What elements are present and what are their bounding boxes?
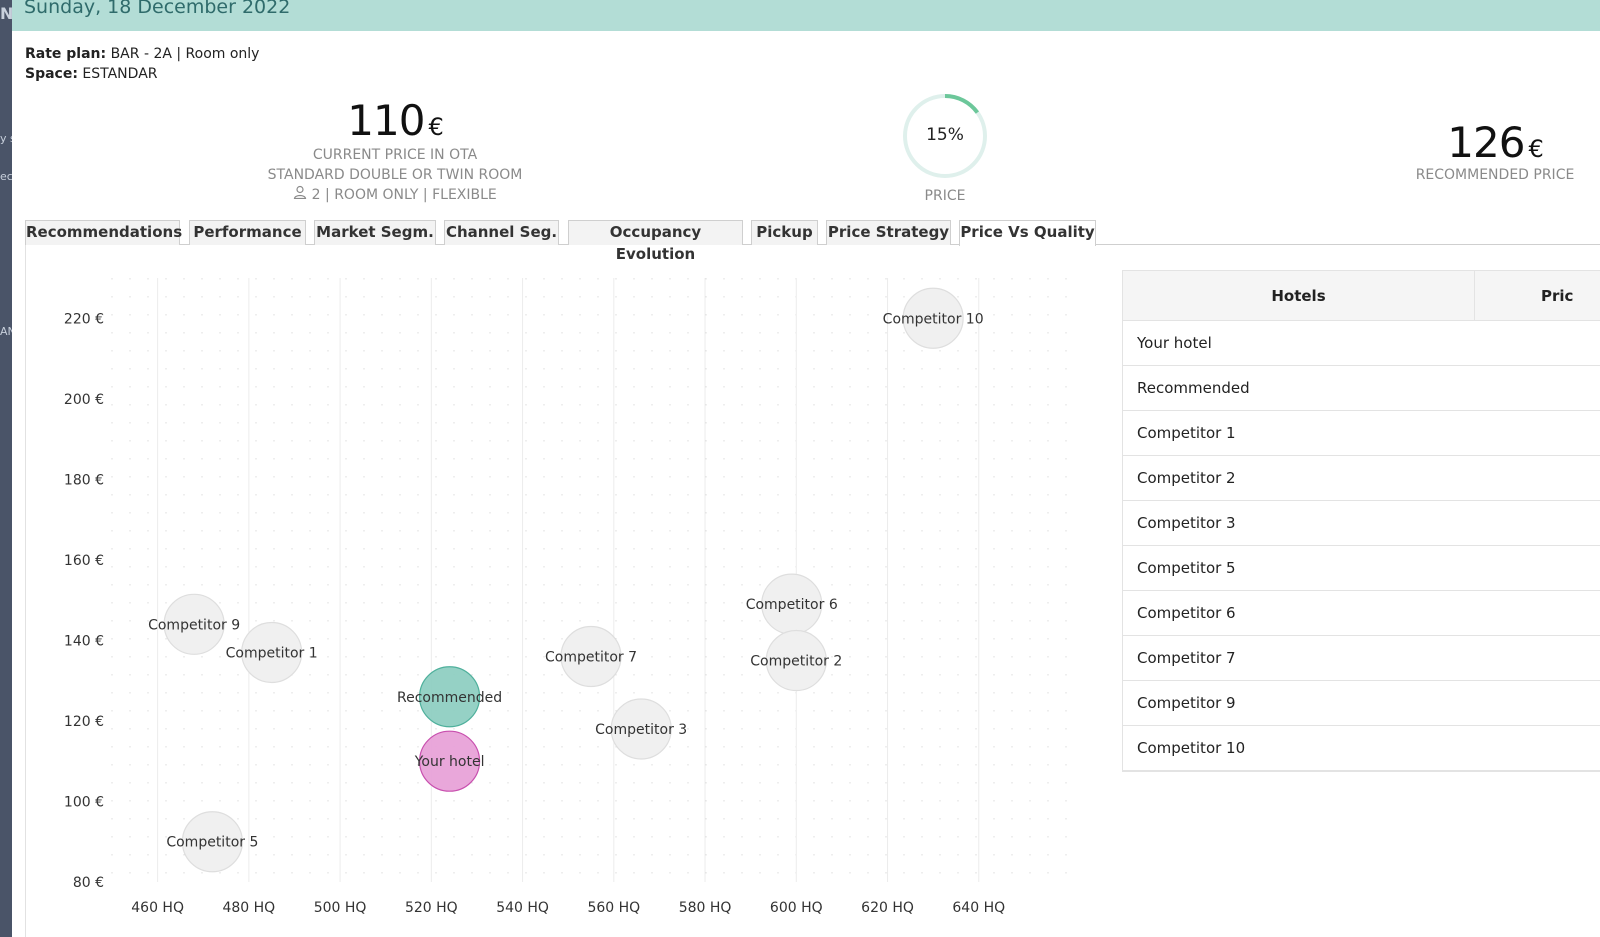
table-row[interactable]: Competitor 10 <box>1123 726 1600 771</box>
y-tick-label: 80 € <box>73 875 104 891</box>
point-label-recommended: Recommended <box>397 690 502 706</box>
x-tick-label: 500 HQ <box>314 900 367 916</box>
point-label-competitor-1: Competitor 1 <box>226 645 318 661</box>
tab-occupancy-evolution[interactable]: Occupancy Evolution <box>568 220 743 263</box>
point-competitor-7 <box>560 625 622 688</box>
tab-bar: Recommendations Performance Market Segm.… <box>25 220 1600 263</box>
x-tick-label: 540 HQ <box>496 900 549 916</box>
point-label-competitor-10: Competitor 10 <box>883 311 984 327</box>
tab-pickup[interactable]: Pickup <box>751 220 818 245</box>
price-column-header[interactable]: Pric <box>1541 287 1574 305</box>
tab-channel-seg[interactable]: Channel Seg. <box>444 220 559 245</box>
space-label: Space: <box>25 66 78 82</box>
x-tick-label: 480 HQ <box>222 900 275 916</box>
tab-price-strategy[interactable]: Price Strategy <box>826 220 951 245</box>
x-tick-label: 520 HQ <box>405 900 458 916</box>
y-tick-label: 180 € <box>64 472 104 488</box>
price-gauge-kpi: 15% PRICE <box>880 92 1010 204</box>
point-competitor-2 <box>765 629 827 692</box>
price-vs-quality-chart: 80 € 100 € 120 € 140 € 160 € 180 € 200 € 220 € 4… <box>64 278 1067 916</box>
table-row[interactable]: Competitor 5 <box>1123 546 1600 591</box>
sidebar-fragment: AN <box>0 325 12 338</box>
tab-performance[interactable]: Performance <box>189 220 306 245</box>
y-tick-label: 140 € <box>64 633 104 649</box>
x-tick-label: 460 HQ <box>131 900 184 916</box>
gauge-progress-arc <box>903 94 987 178</box>
point-label-competitor-6: Competitor 6 <box>746 597 838 613</box>
person-icon <box>293 185 307 203</box>
y-tick-label: 100 € <box>64 794 104 810</box>
x-tick-label: 620 HQ <box>861 900 914 916</box>
point-label-competitor-2: Competitor 2 <box>750 654 842 670</box>
space-line: Space: ESTANDAR <box>25 64 259 84</box>
table-row[interactable]: Competitor 2 <box>1123 456 1600 501</box>
rate-plan-line: Rate plan: BAR - 2A | Room only <box>25 44 259 64</box>
date-title: Sunday, 18 December 2022 <box>24 0 291 18</box>
point-competitor-9 <box>163 593 225 655</box>
table-row[interactable]: Your hotel <box>1123 321 1600 366</box>
table-row[interactable]: Competitor 7 <box>1123 636 1600 681</box>
point-label-competitor-7: Competitor 7 <box>545 650 637 666</box>
rate-plan-label: Rate plan: <box>25 46 107 62</box>
point-competitor-3 <box>610 698 672 760</box>
point-competitor-5 <box>181 811 243 873</box>
recommended-price-label: RECOMMENDED PRICE <box>1415 167 1575 183</box>
current-price-number: 110 <box>347 96 425 145</box>
point-label-competitor-9: Competitor 9 <box>148 617 240 633</box>
table-row[interactable]: Competitor 3 <box>1123 501 1600 546</box>
point-your-hotel <box>418 730 481 792</box>
tab-recommendations[interactable]: Recommendations <box>25 220 182 245</box>
tab-market-segm[interactable]: Market Segm. <box>314 220 436 245</box>
current-price-kpi: 110 € CURRENT PRICE IN OTA STANDARD DOUBL… <box>230 96 560 205</box>
table-row[interactable]: Competitor 6 <box>1123 591 1600 636</box>
hotels-table: Hotels Pric Your hotel Recommended Compe… <box>1122 270 1600 772</box>
currency-symbol: € <box>1528 135 1543 163</box>
left-sidebar-edge: N y s ec AN <box>0 0 12 937</box>
recommended-price-number: 126 <box>1447 118 1525 167</box>
y-tick-label: 160 € <box>64 553 104 569</box>
rate-info: Rate plan: BAR - 2A | Room only Space: E… <box>25 44 259 84</box>
point-recommended <box>418 666 481 728</box>
point-label-competitor-3: Competitor 3 <box>595 722 687 738</box>
table-row[interactable]: Recommended <box>1123 366 1600 411</box>
space-value: ESTANDAR <box>82 66 158 82</box>
x-tick-label: 640 HQ <box>952 900 1005 916</box>
currency-symbol: € <box>428 113 443 141</box>
y-tick-label: 120 € <box>64 714 104 730</box>
tab-content-panel <box>25 245 1600 937</box>
gauge-percent: 15% <box>926 125 964 145</box>
sidebar-fragment: N <box>0 4 12 23</box>
rate-plan-value: BAR - 2A | Room only <box>110 46 260 62</box>
point-label-your-hotel: Your hotel <box>414 754 485 770</box>
tab-price-vs-quality[interactable]: Price Vs Quality <box>959 220 1096 246</box>
room-type: STANDARD DOUBLE OR TWIN ROOM <box>267 167 523 183</box>
point-label-competitor-5: Competitor 5 <box>166 835 258 851</box>
point-competitor-10 <box>902 287 964 349</box>
current-price-value: 110 € <box>230 96 560 145</box>
x-tick-label: 560 HQ <box>587 900 640 916</box>
current-price-label: CURRENT PRICE IN OTA <box>312 147 478 163</box>
x-tick-label: 580 HQ <box>679 900 732 916</box>
room-details-text: 2 | ROOM ONLY | FLEXIBLE <box>311 187 497 203</box>
price-gauge: 15% <box>901 92 989 180</box>
table-row[interactable]: Competitor 9 <box>1123 681 1600 726</box>
y-tick-label: 220 € <box>64 311 104 327</box>
gauge-label: PRICE <box>924 188 966 204</box>
hotels-table-header: Hotels Pric <box>1123 271 1600 321</box>
x-tick-label: 600 HQ <box>770 900 823 916</box>
table-row[interactable]: Competitor 1 <box>1123 411 1600 456</box>
sidebar-fragment: y s <box>0 132 12 145</box>
recommended-price-value: 126 € <box>1400 118 1590 167</box>
recommended-price-kpi: 126 € RECOMMENDED PRICE <box>1400 118 1590 183</box>
y-tick-label: 200 € <box>64 392 104 408</box>
point-competitor-1 <box>241 621 303 684</box>
sidebar-fragment: ec <box>0 170 12 183</box>
hotels-column-header[interactable]: Hotels <box>1123 271 1475 321</box>
room-details: 2 | ROOM ONLY | FLEXIBLE <box>230 185 560 205</box>
date-header-bar: Sunday, 18 December 2022 <box>12 0 1600 31</box>
